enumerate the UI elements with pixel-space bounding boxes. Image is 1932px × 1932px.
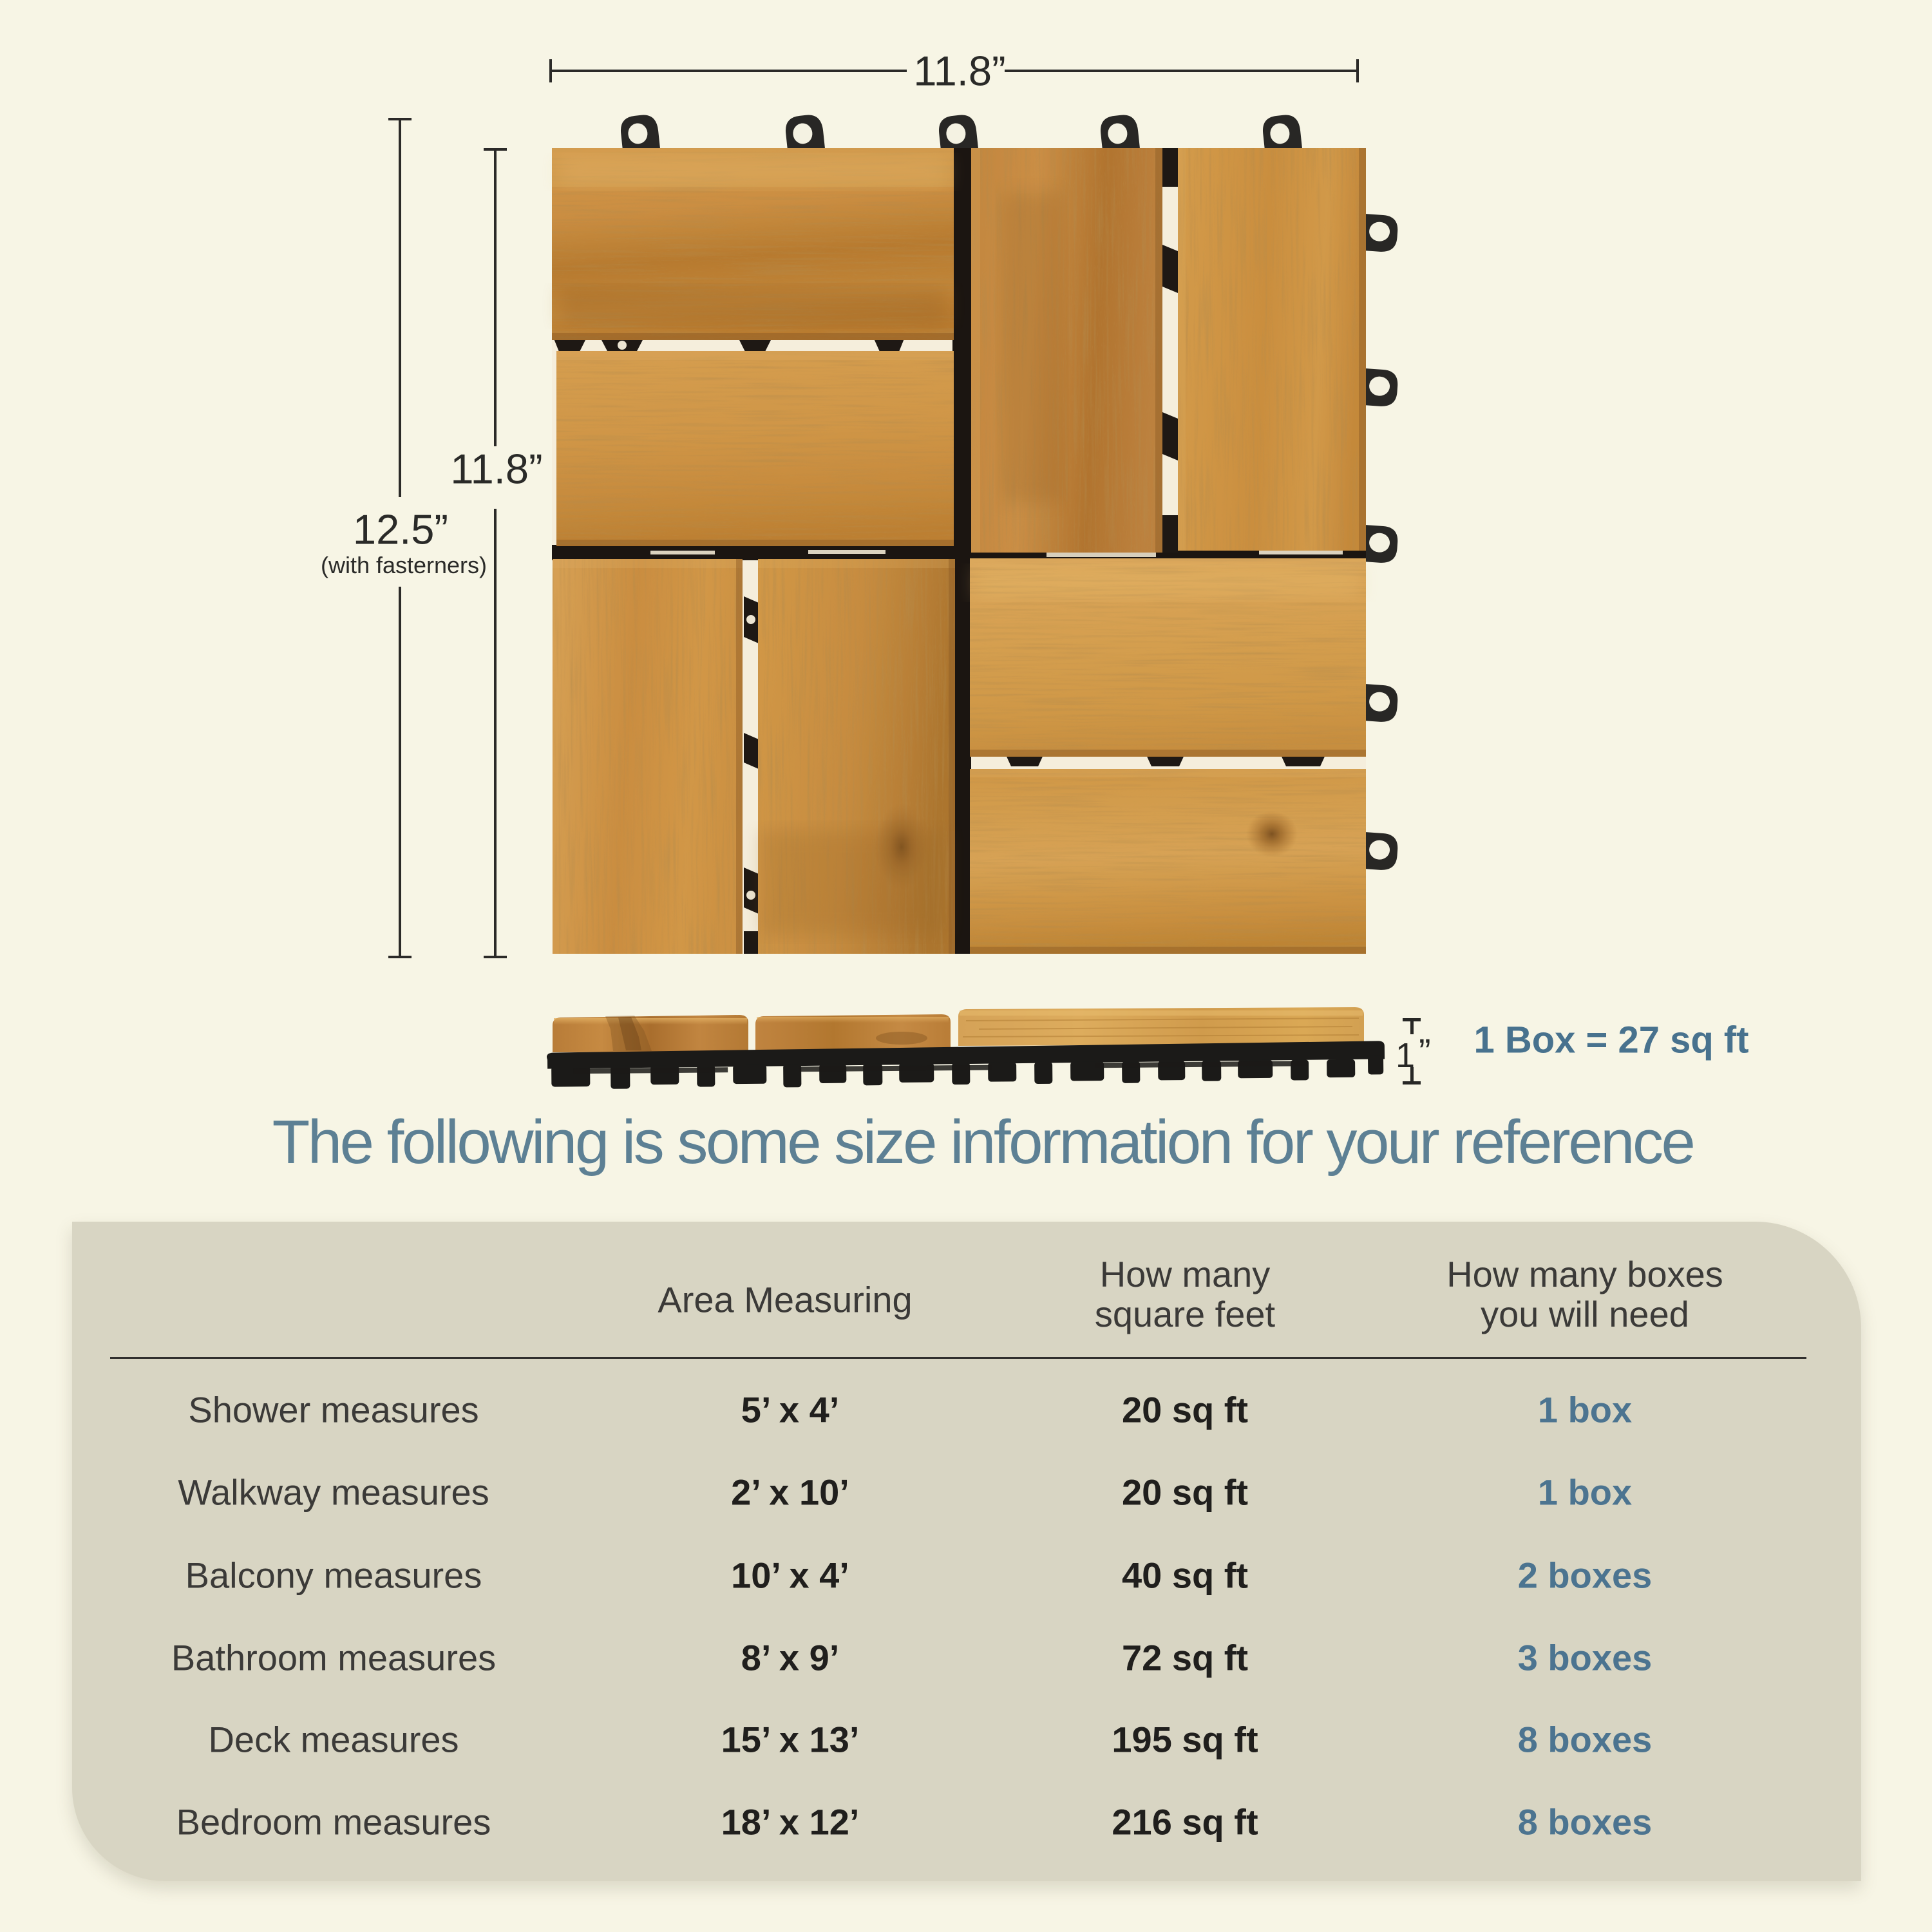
svg-text:”: ” <box>1419 1031 1431 1072</box>
svg-text:1: 1 <box>1396 1036 1415 1075</box>
